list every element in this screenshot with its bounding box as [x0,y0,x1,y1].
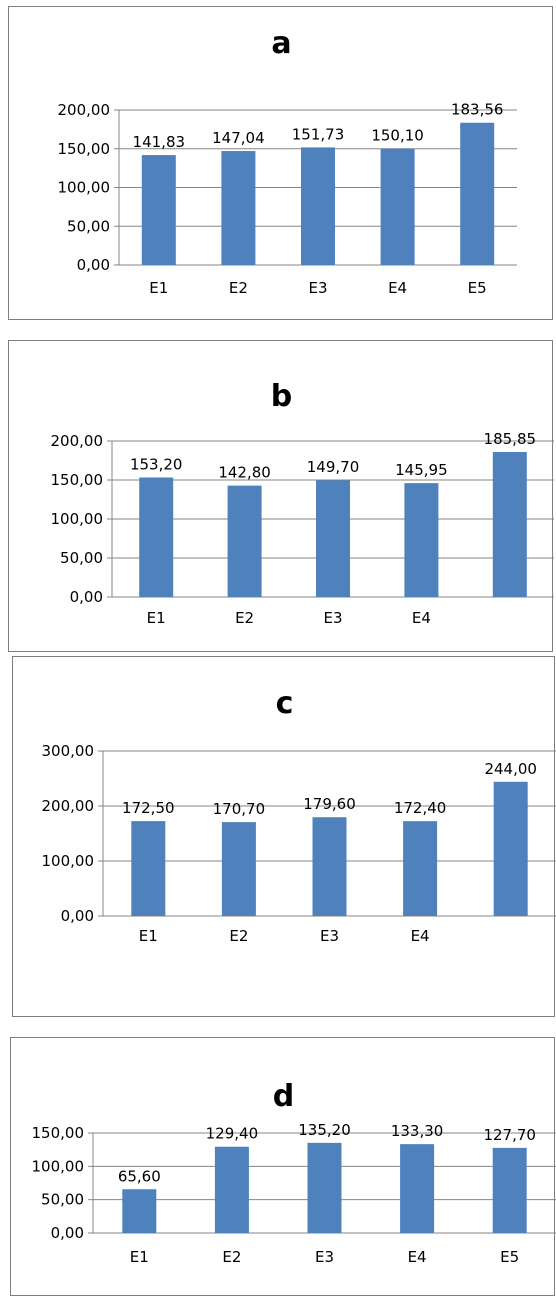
y-tick-label: 0,00 [61,907,94,925]
x-tick-label: E3 [308,279,327,297]
x-tick-label: E5 [500,1248,519,1266]
bar [301,147,335,265]
y-tick-label: 100,00 [51,510,104,528]
data-label: 172,40 [394,799,447,817]
bar [214,1146,249,1233]
x-tick-label: E2 [235,609,254,627]
x-tick-label: E4 [412,609,431,627]
data-label: 170,70 [213,800,266,818]
data-label: 129,40 [206,1125,259,1143]
chart-title: c [276,686,294,721]
bar [141,155,176,265]
data-label: 127,70 [483,1126,536,1144]
bar [131,821,166,916]
bar [403,821,438,916]
bar [227,485,262,597]
data-label: 244,00 [484,760,537,778]
bar [492,1147,527,1233]
bar [400,1144,435,1233]
y-tick-label: 100,00 [42,852,95,870]
bar [492,452,527,597]
data-label: 145,95 [395,461,448,479]
data-label: 172,50 [122,799,175,817]
x-tick-label: E4 [408,1248,427,1266]
bar [380,148,415,265]
x-tick-label: E4 [388,279,407,297]
bar [493,781,528,916]
x-tick-label: E2 [229,927,248,945]
x-tick-label: E1 [139,927,158,945]
data-label: 179,60 [303,795,356,813]
chart-title: b [271,379,292,414]
y-tick-label: 50,00 [60,549,103,567]
y-tick-label: 50,00 [67,217,110,235]
y-tick-label: 100,00 [58,179,111,197]
bar-chart-b: b 0,00 50,00 100,00 150,00 200,00 153,20 E1 142,… [51,379,554,627]
y-tick-label: 200,00 [51,432,104,450]
data-label: 185,85 [484,430,537,448]
y-tick-label: 0,00 [70,588,103,606]
data-label: 147,04 [212,129,265,147]
bar [122,1189,157,1233]
chart-panel-b: b 0,00 50,00 100,00 150,00 200,00 153,20 E1 142,… [8,340,554,652]
bar [221,151,256,265]
x-tick-label: E1 [147,609,166,627]
chart-panel-c: c 0,00 100,00 200,00 300,00 172,50 E1 170,70 E2 1… [12,656,556,1017]
data-label: 141,83 [133,133,186,151]
data-label: 65,60 [118,1167,161,1185]
bar-chart-d: d 0,00 50,00 100,00 150,00 65,60 E1 129,40 E2 135… [32,1079,556,1266]
y-tick-label: 50,00 [41,1191,84,1209]
bar [139,477,174,597]
data-label: 183,56 [451,101,504,119]
x-tick-label: E2 [222,1248,241,1266]
chart-panel-a: a 0,00 50,00 100,00 150,00 200,00 141,83 E1 147,… [8,6,553,320]
bar [316,480,350,597]
chart-title: d [273,1079,294,1114]
x-tick-label: E1 [130,1248,149,1266]
y-tick-label: 300,00 [42,742,95,760]
x-tick-label: E3 [315,1248,334,1266]
bar [312,817,347,916]
chart-panel-d: d 0,00 50,00 100,00 150,00 65,60 E1 129,40 E2 135… [10,1037,556,1296]
data-label: 133,30 [391,1122,444,1140]
x-tick-label: E3 [323,609,342,627]
chart-title: a [271,26,291,61]
y-tick-label: 200,00 [58,101,111,119]
y-tick-label: 200,00 [42,797,95,815]
x-tick-label: E2 [229,279,248,297]
data-label: 142,80 [218,464,271,482]
bar [404,483,439,597]
x-tick-label: E4 [411,927,430,945]
bar-chart-a: a 0,00 50,00 100,00 150,00 200,00 141,83 E1 147,… [58,26,517,297]
x-tick-label: E3 [320,927,339,945]
x-tick-label: E1 [149,279,168,297]
y-tick-label: 150,00 [58,140,111,158]
bar [221,822,256,916]
y-tick-label: 150,00 [32,1124,85,1142]
y-tick-label: 150,00 [51,471,104,489]
data-label: 153,20 [130,456,183,474]
y-tick-label: 0,00 [51,1224,84,1242]
bar-chart-c: c 0,00 100,00 200,00 300,00 172,50 E1 170,70 E2 1… [42,686,556,945]
x-tick-label: E5 [468,279,487,297]
data-label: 149,70 [307,458,360,476]
data-label: 151,73 [292,125,345,143]
data-label: 150,10 [371,127,424,145]
bar [460,122,495,265]
data-label: 135,20 [298,1121,351,1139]
bar [307,1142,342,1233]
y-tick-label: 0,00 [77,256,110,274]
y-tick-label: 100,00 [32,1157,85,1175]
